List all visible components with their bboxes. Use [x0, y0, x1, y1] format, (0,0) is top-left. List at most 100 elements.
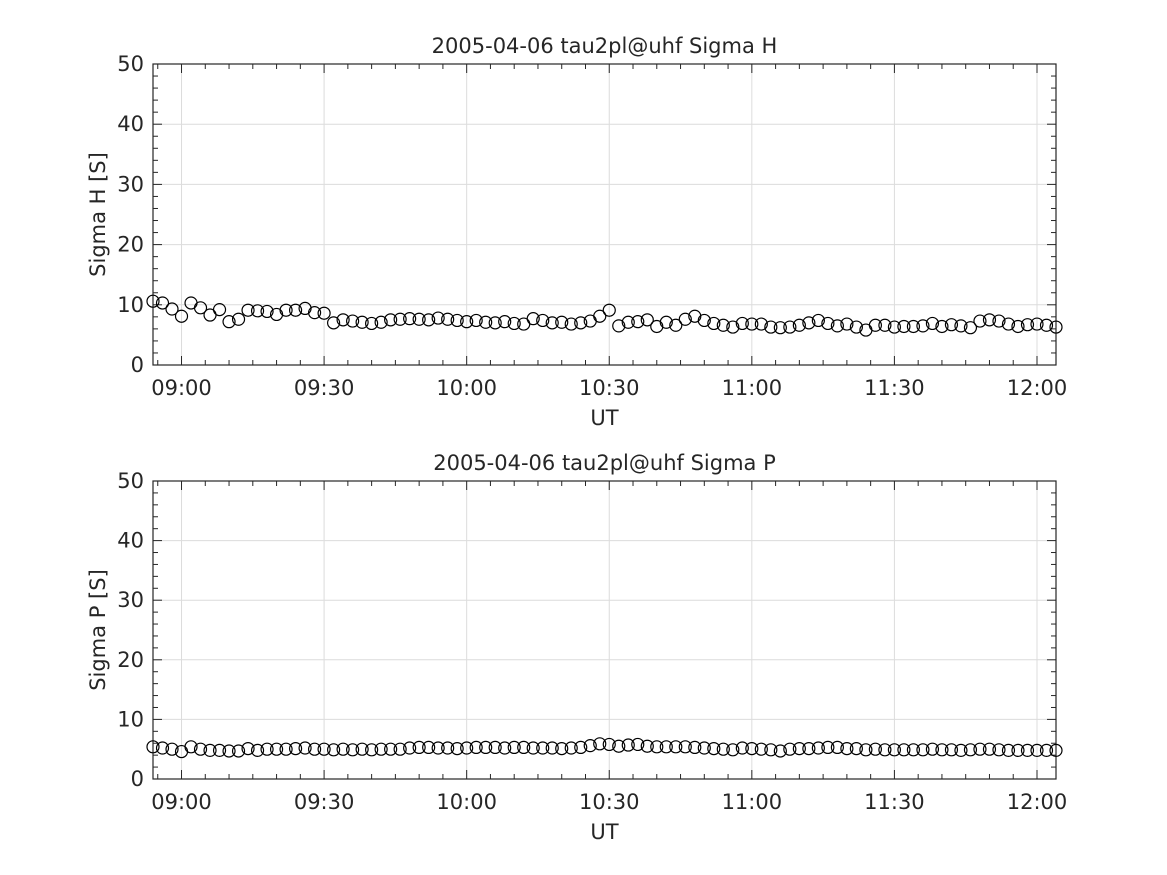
data-point — [564, 317, 578, 331]
data-point — [288, 303, 303, 317]
data-point — [412, 740, 426, 755]
data-point — [488, 316, 502, 330]
y-tick-label: 50 — [117, 469, 144, 493]
data-point — [745, 742, 759, 756]
plot-frame — [152, 63, 1057, 366]
data-point — [783, 742, 797, 756]
data-point — [269, 742, 284, 756]
sigma-p-panel: 09:00 09:30 10:00 10:30 11:00 11:30 12:00 0 10 20… — [86, 451, 1067, 844]
data-point — [146, 740, 160, 754]
data-point — [184, 296, 198, 310]
data-point — [764, 320, 778, 334]
data-point — [963, 321, 978, 335]
data-point — [574, 740, 588, 755]
data-point — [222, 744, 236, 758]
data-point — [678, 312, 692, 326]
y-axis-label: Sigma H [S] — [86, 152, 110, 277]
data-point — [716, 742, 730, 756]
x-tick-label: 10:00 — [436, 376, 497, 400]
data-point — [992, 743, 1006, 757]
data-point — [374, 742, 388, 756]
data-point — [174, 309, 189, 323]
data-point — [374, 315, 388, 329]
data-point — [840, 742, 854, 756]
data-point — [792, 318, 806, 332]
data-point — [393, 312, 407, 326]
data-point — [279, 742, 293, 756]
data-point — [288, 742, 303, 756]
data-point — [773, 321, 787, 335]
data-point — [811, 741, 825, 755]
data-point — [498, 315, 512, 329]
data-point — [1020, 318, 1035, 332]
data-point — [507, 316, 521, 331]
data-point — [250, 304, 265, 318]
data-point — [1030, 317, 1044, 331]
y-axis-label: Sigma P [S] — [86, 569, 110, 691]
data-point — [545, 741, 559, 755]
x-tick-label: 11:00 — [722, 790, 783, 814]
data-point — [821, 740, 835, 755]
data-point — [925, 316, 940, 331]
data-point — [650, 740, 664, 754]
data-point — [431, 741, 445, 755]
data-point — [488, 740, 502, 755]
data-point — [317, 306, 331, 320]
data-point — [231, 312, 246, 326]
data-point — [650, 319, 664, 334]
data-point — [602, 737, 616, 752]
data-point — [906, 743, 921, 757]
data-point — [754, 742, 768, 756]
data-point — [849, 320, 863, 334]
data-point — [241, 742, 255, 756]
y-tick-label: 20 — [117, 648, 144, 672]
data-point — [659, 315, 673, 329]
data-point — [317, 742, 331, 756]
data-point — [412, 312, 426, 326]
y-tick-label: 30 — [117, 588, 144, 612]
data-point — [384, 313, 398, 327]
data-point — [935, 319, 949, 334]
x-tick-label: 12:00 — [1007, 790, 1068, 814]
data-point — [593, 737, 607, 751]
data-point — [716, 318, 730, 332]
x-axis-label: UT — [590, 406, 618, 430]
data-point — [193, 301, 208, 315]
data-point — [982, 313, 997, 327]
x-tick-label: 09:00 — [151, 790, 212, 814]
data-point — [973, 742, 987, 756]
sigma-h-panel: 09:00 09:30 10:00 10:30 11:00 11:30 12:00 0 10 20… — [86, 34, 1067, 430]
data-point — [441, 741, 455, 755]
data-point — [973, 314, 987, 328]
data-point — [307, 742, 322, 756]
x-tick-label: 11:30 — [864, 790, 925, 814]
data-point — [536, 313, 550, 328]
y-tick-label: 40 — [117, 112, 144, 136]
data-point — [155, 296, 170, 310]
x-tick-label: 09:00 — [151, 376, 212, 400]
data-point — [735, 741, 749, 755]
data-point — [868, 742, 883, 756]
y-tick-label: 0 — [131, 767, 144, 791]
data-point — [260, 304, 274, 319]
data-point — [336, 742, 350, 756]
chart-title: 2005-04-06 tau2pl@uhf Sigma P — [433, 451, 776, 475]
data-point — [250, 743, 265, 757]
data-point — [469, 740, 483, 755]
data-point — [365, 316, 379, 331]
data-point — [384, 742, 398, 756]
data-point — [545, 316, 559, 330]
data-point — [307, 306, 322, 320]
data-point — [802, 316, 816, 330]
data-point — [507, 740, 521, 755]
data-point — [821, 316, 835, 331]
data-point — [450, 742, 464, 756]
data-point — [336, 313, 350, 327]
data-point — [298, 741, 312, 755]
data-point — [773, 744, 787, 758]
data-point — [859, 743, 873, 757]
data-point — [916, 319, 930, 333]
data-point — [1001, 317, 1016, 331]
data-point — [887, 743, 902, 757]
data-point — [935, 743, 949, 757]
